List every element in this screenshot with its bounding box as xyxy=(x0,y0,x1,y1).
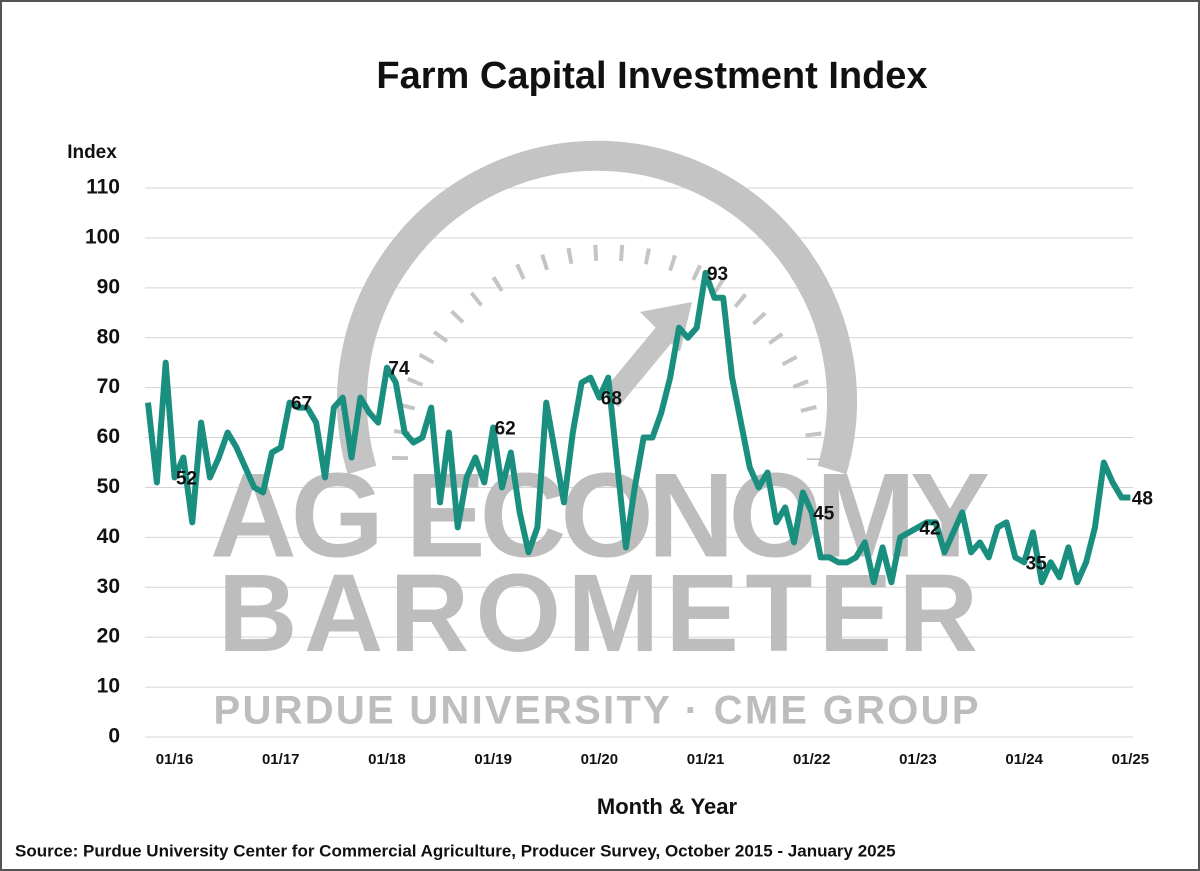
data-label: 67 xyxy=(291,394,312,415)
x-tick-label: 01/19 xyxy=(474,751,512,768)
x-tick-label: 01/25 xyxy=(1112,751,1150,768)
data-label: 93 xyxy=(707,264,728,285)
x-tick-label: 01/21 xyxy=(687,751,725,768)
data-label: 45 xyxy=(813,503,835,524)
x-tick-label: 01/20 xyxy=(581,751,619,768)
data-label: 68 xyxy=(601,389,622,410)
y-tick-label: 60 xyxy=(97,425,120,448)
y-tick-label: 10 xyxy=(97,675,120,698)
y-tick-label: 30 xyxy=(97,575,120,598)
y-tick-label: 20 xyxy=(97,625,120,648)
source-note: Source: Purdue University Center for Com… xyxy=(15,841,896,860)
data-label: 52 xyxy=(176,468,197,489)
watermark-text: BAROMETER xyxy=(218,552,978,675)
data-label: 35 xyxy=(1026,553,1048,574)
watermark-text: PURDUE UNIVERSITY · CME GROUP xyxy=(214,689,979,733)
y-tick-label: 70 xyxy=(97,375,120,398)
x-tick-label: 01/16 xyxy=(156,751,194,768)
y-tick-label: 80 xyxy=(97,325,120,348)
y-axis-title: Index xyxy=(67,142,117,163)
y-tick-label: 90 xyxy=(97,275,120,298)
grid xyxy=(145,187,1133,738)
watermark: AG ECONOMY BAROMETER PURDUE UNIVERSITY ·… xyxy=(210,449,990,733)
y-tick-label: 50 xyxy=(97,475,120,498)
x-tick-label: 01/24 xyxy=(1005,751,1043,768)
y-tick-label: 0 xyxy=(108,725,120,748)
data-label: 62 xyxy=(495,419,516,440)
x-tick-label: 01/18 xyxy=(368,751,406,768)
y-tick-label: 110 xyxy=(86,176,120,199)
data-label: 48 xyxy=(1132,488,1153,509)
watermark-text: AG ECONOMY xyxy=(210,449,990,583)
y-tick-label: 40 xyxy=(97,525,120,548)
x-tick-label: 01/17 xyxy=(262,751,300,768)
x-tick-label: 01/23 xyxy=(899,751,937,768)
x-axis-title: Month & Year xyxy=(597,794,738,819)
x-tick-label: 01/22 xyxy=(793,751,831,768)
data-line xyxy=(145,269,1131,586)
chart-title: Farm Capital Investment Index xyxy=(376,55,927,97)
data-label: 74 xyxy=(388,359,410,380)
data-label: 42 xyxy=(919,518,940,539)
y-tick-label: 100 xyxy=(85,225,120,248)
